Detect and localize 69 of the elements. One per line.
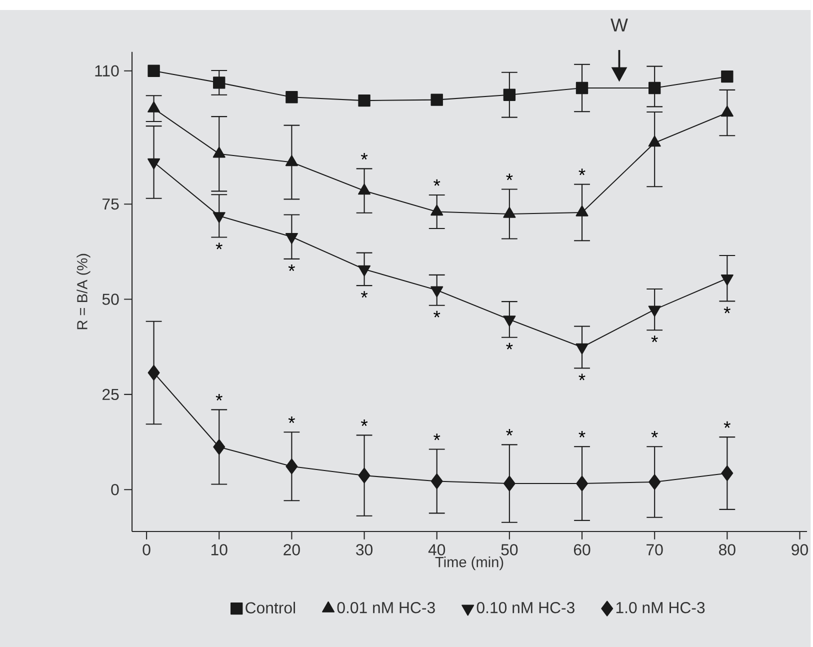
data-label: * [434,434,440,440]
x-tick-label: 70 [646,544,663,556]
data-label: * [651,430,658,438]
point [576,205,588,216]
point [213,76,226,89]
data-label: * [506,342,513,350]
x-tick-label: 80 [719,544,736,556]
data-label: * [360,152,368,160]
data-label: * [506,174,513,180]
point [285,155,298,166]
point [430,94,443,106]
point [648,474,661,490]
point [721,465,734,481]
point [720,106,734,117]
x-tick-label: 50 [501,544,518,556]
point [648,82,661,94]
data-label: * [506,428,513,436]
data-label: * [216,242,222,250]
y-tick-label: 75 [102,198,119,210]
data-label: * [578,430,586,438]
point [148,101,160,112]
x-tick-label: 60 [574,544,590,556]
legend-label: Control [246,602,295,614]
y-tick-label: 50 [102,294,119,305]
point [430,473,443,489]
point [576,82,588,94]
point [148,64,160,77]
y-tick-label: 110 [95,65,119,76]
x-tick-label: 10 [211,544,228,556]
point [430,204,444,216]
x-axis-title: Time (min) [435,556,504,570]
point [648,136,661,147]
point [212,146,226,158]
data-label: * [288,264,296,271]
data-label: * [724,421,730,428]
data-label: * [434,310,440,318]
point [576,476,588,492]
point [286,90,298,104]
point [358,468,370,484]
point [358,94,370,107]
legend-label: 0.01 nM HC-3 [337,602,435,614]
point [358,184,371,195]
x-tick-label: 0 [142,544,150,556]
data-label: * [651,336,658,342]
data-label: * [360,419,368,426]
point [503,476,516,492]
point [503,206,516,218]
x-tick-label: 40 [428,544,446,556]
point [503,88,516,101]
x-tick-label: 30 [356,544,373,556]
data-label: * [724,306,730,314]
data-label: * [578,168,586,176]
y-axis-title: R = B/A (%) [76,254,90,330]
legend-label: 0.10 nM HC-3 [476,602,574,614]
data-label: * [434,179,440,186]
data-label: * [360,291,368,298]
data-label: * [216,394,222,400]
x-tick-label: 90 [792,544,808,556]
data-label: * [288,416,296,423]
text: W [610,18,628,32]
point [213,439,226,455]
point [148,364,160,380]
x-tick-label: 20 [284,544,300,556]
point [286,458,298,474]
y-tick-label: 0 [111,484,119,496]
legend-label: 1.0 nM HC-3 [616,602,705,614]
point [721,70,734,83]
y-tick-label: 25 [102,388,119,400]
data-label: * [578,374,586,380]
